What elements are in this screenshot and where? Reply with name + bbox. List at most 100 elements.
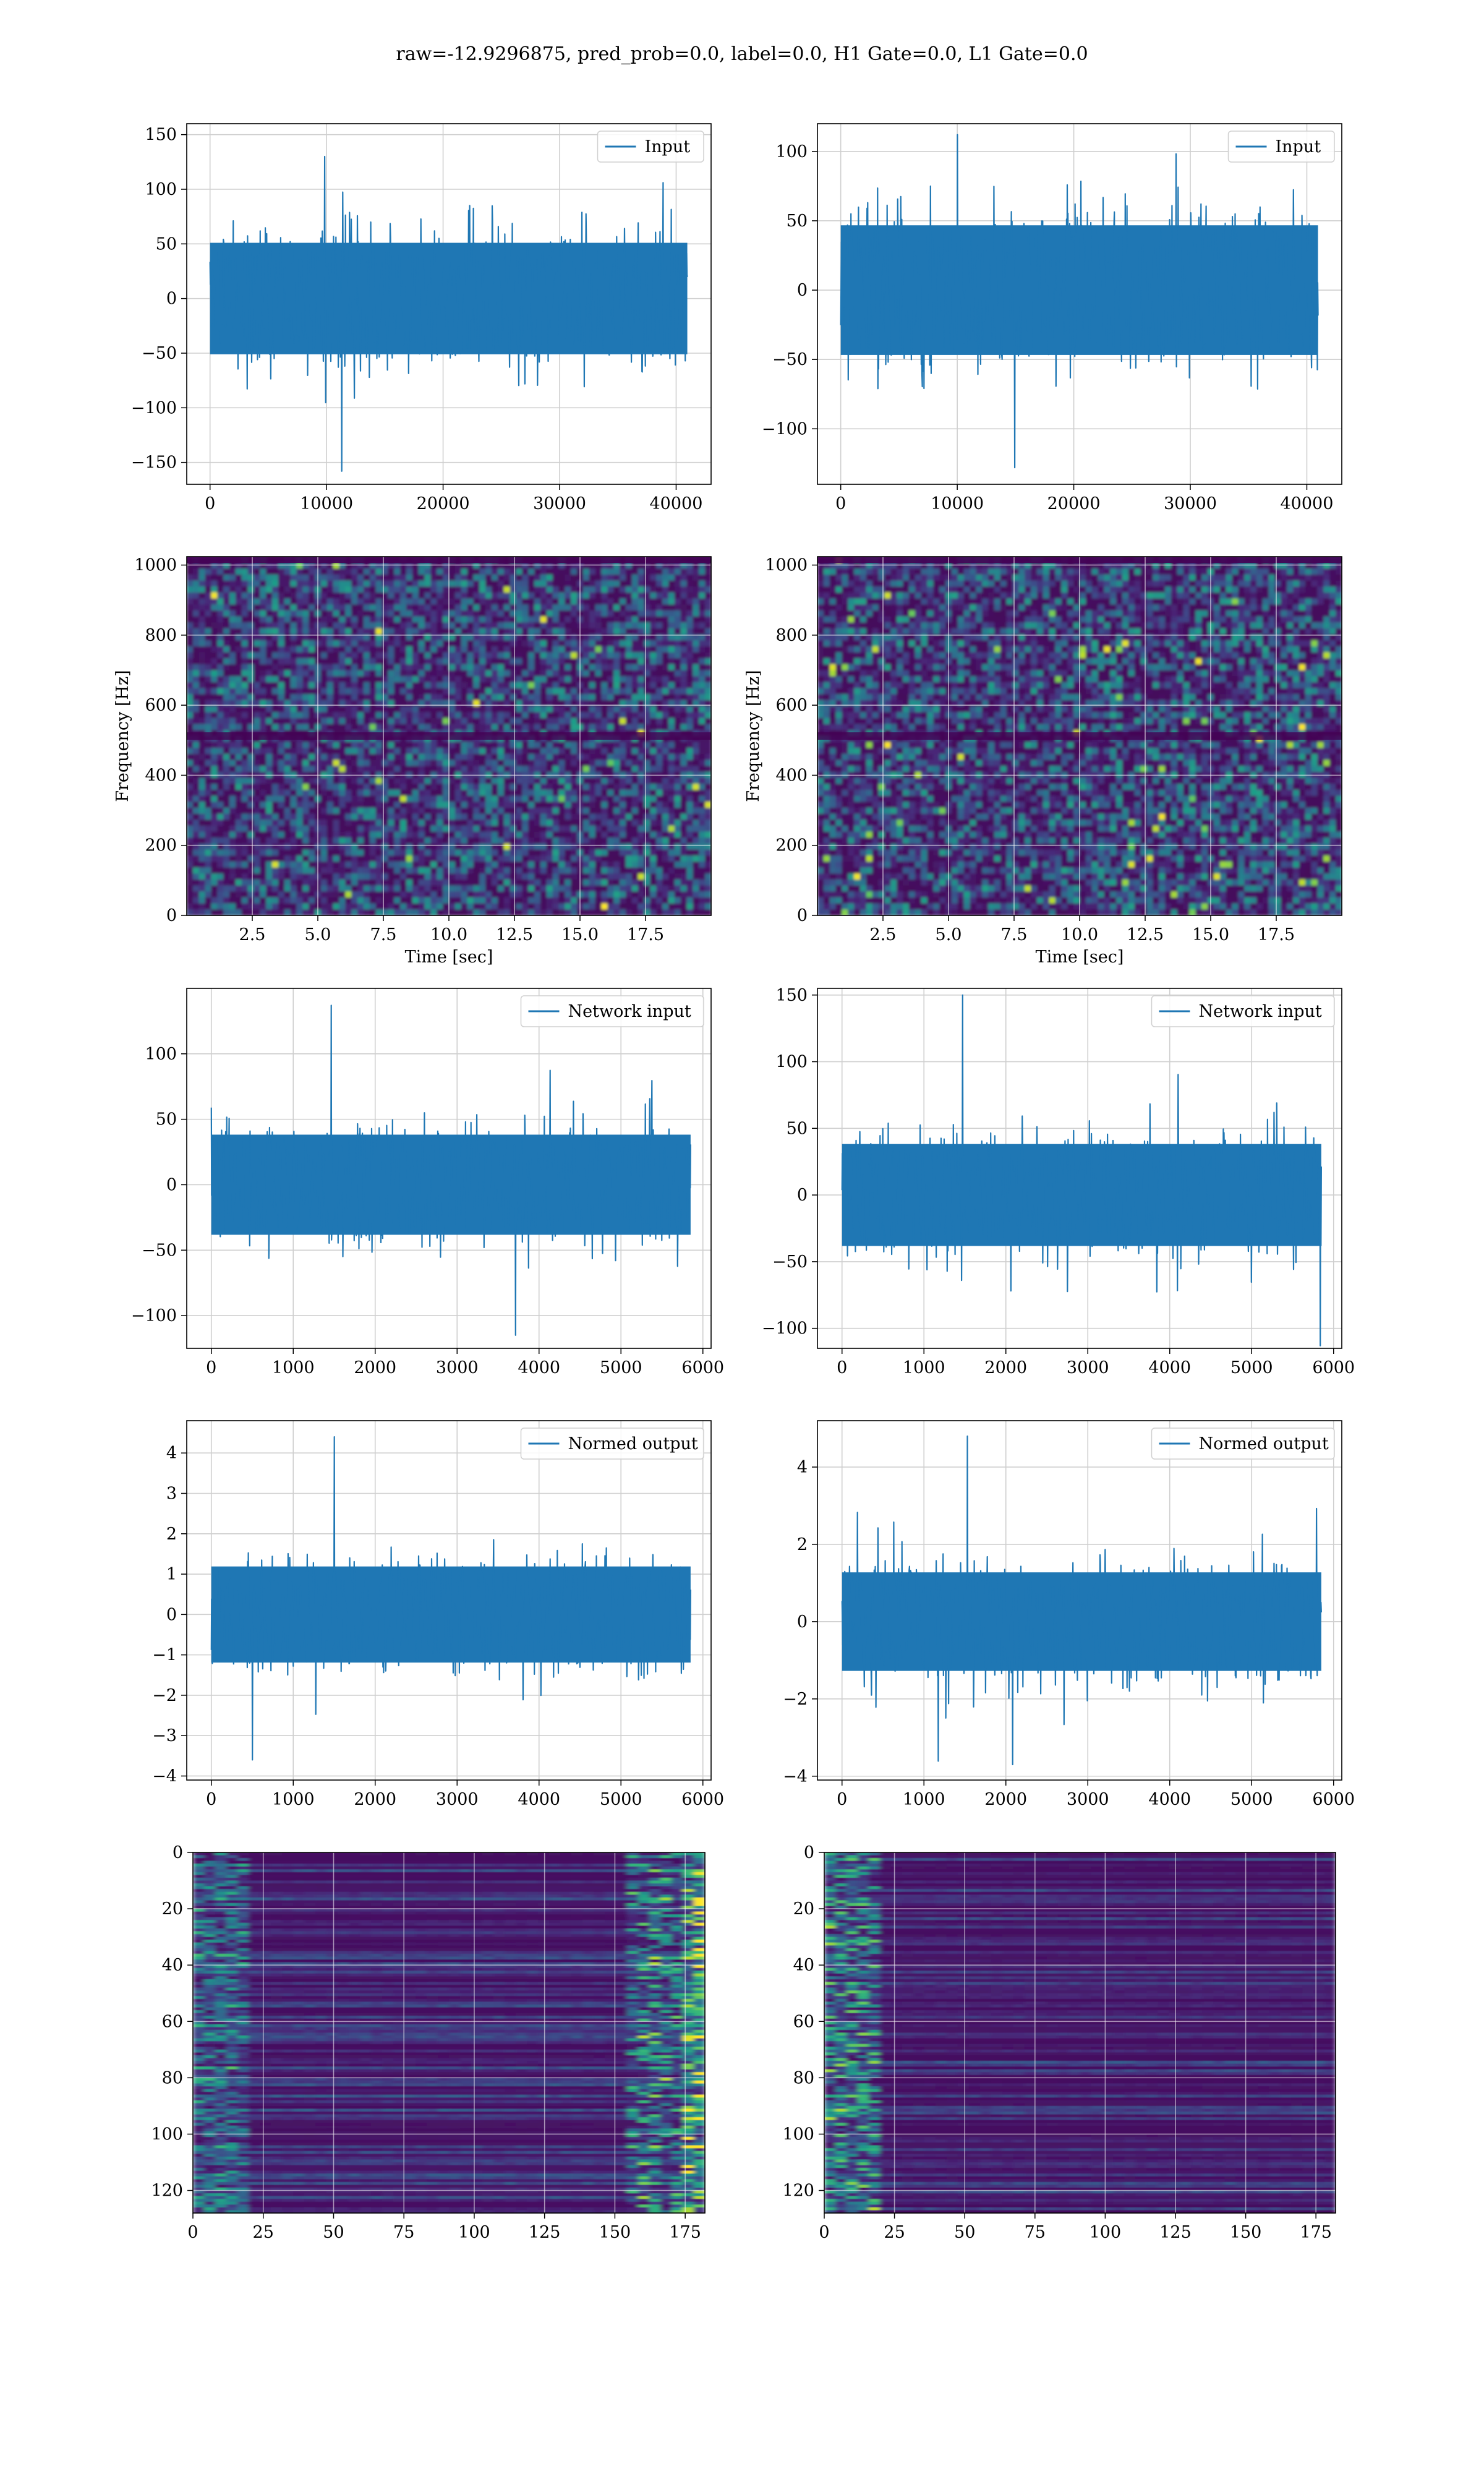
spectrogram-cell: [309, 718, 315, 725]
spectrogram-cell: [558, 694, 565, 701]
spectrogram-cell: [705, 777, 712, 784]
spectrogram-cell: [558, 826, 565, 833]
spectrogram-cell: [650, 837, 657, 844]
spectrogram-cell: [369, 604, 377, 611]
spectrogram-cell: [705, 652, 712, 659]
spectrogram-cell: [278, 867, 285, 874]
spectrogram-cell: [394, 844, 401, 850]
spectrogram-cell: [326, 610, 334, 617]
spectrogram-cell: [363, 575, 370, 581]
spectrogram-cell: [241, 808, 249, 815]
spectrogram-cell: [680, 568, 688, 575]
spectrogram-cell: [235, 658, 242, 665]
spectrogram-cell: [192, 873, 200, 880]
spectrogram-cell: [607, 862, 614, 868]
spectrogram-cell: [278, 646, 285, 653]
spectrogram-cell: [272, 586, 279, 593]
spectrogram-cell: [595, 784, 602, 790]
spectrogram-cell: [582, 826, 590, 833]
spectrogram-cell: [382, 700, 388, 707]
spectrogram-cell: [284, 568, 291, 575]
spectrogram-cell: [198, 640, 206, 647]
spectrogram-cell: [296, 826, 303, 833]
spectrogram-cell: [650, 628, 657, 635]
spectrogram-cell: [473, 742, 480, 748]
spectrogram-cell: [705, 694, 712, 701]
spectrogram-cell: [546, 610, 553, 617]
spectrogram-cell: [418, 849, 425, 856]
spectrogram-cell: [565, 616, 571, 623]
spectrogram-cell: [589, 748, 596, 755]
spectrogram-cell: [418, 664, 425, 671]
spectrogram-cell: [607, 646, 614, 653]
spectrogram-cell: [217, 808, 224, 815]
spectrogram-cell: [266, 676, 273, 683]
spectrogram-cell: [333, 855, 340, 862]
spectrogram-cell: [516, 742, 522, 748]
spectrogram-cell: [443, 664, 450, 671]
spectrogram-cell: [339, 718, 346, 725]
spectrogram-cell: [309, 802, 315, 808]
spectrogram-cell: [430, 826, 437, 833]
spectrogram-cell: [375, 885, 383, 892]
spectrogram-cell: [351, 754, 358, 761]
spectrogram-cell: [443, 634, 450, 641]
spectrogram-cell: [229, 682, 236, 689]
spectrogram-cell: [693, 616, 699, 623]
spectrogram-cell: [369, 622, 377, 629]
spectrogram-cell: [418, 622, 425, 629]
spectrogram-cell: [558, 598, 565, 605]
spectrogram-cell: [680, 652, 688, 659]
spectrogram-cell: [339, 688, 346, 695]
spectrogram-cell: [522, 891, 529, 898]
spectrogram-cell: [351, 622, 358, 629]
spectrogram-cell: [680, 760, 688, 766]
spectrogram-cell: [705, 718, 712, 725]
spectrogram-cell: [223, 688, 230, 695]
spectrogram-cell: [662, 867, 669, 874]
spectrogram-cell: [686, 820, 694, 826]
spectrogram-cell: [412, 682, 419, 689]
spectrogram-cell: [229, 604, 236, 611]
spectrogram-cell: [437, 724, 443, 730]
spectrogram-cell: [266, 682, 273, 689]
spectrogram-cell: [558, 652, 565, 659]
spectrogram-cell: [205, 718, 212, 725]
spectrogram-cell: [418, 742, 425, 748]
spectrogram-cell: [546, 646, 553, 653]
x-tick-label: 10000: [931, 494, 984, 513]
spectrogram-cell: [686, 628, 694, 635]
spectrogram-cell: [375, 598, 383, 605]
spectrogram-cell: [217, 628, 224, 635]
spectrogram-cell: [296, 682, 303, 689]
spectrogram-cell: [345, 802, 352, 808]
spectrogram-cell: [558, 604, 565, 611]
spectrogram-cell: [582, 652, 590, 659]
spectrogram-cell: [418, 706, 425, 713]
spectrogram-cell: [326, 676, 334, 683]
spectrogram-cell: [522, 766, 529, 773]
spectrogram-cell: [266, 790, 273, 797]
spectrogram-cell: [394, 820, 401, 826]
spectrogram-cell: [589, 628, 596, 635]
spectrogram-cell: [479, 844, 486, 850]
spectrogram-cell: [229, 873, 236, 880]
spectrogram-cell: [443, 802, 450, 808]
spectrogram-cell: [552, 580, 560, 587]
spectrogram-cell: [357, 784, 364, 790]
spectrogram-cell: [326, 682, 334, 689]
spectrogram-cell: [528, 593, 535, 599]
spectrogram-cell: [187, 634, 194, 641]
spectrogram-cell: [235, 897, 242, 904]
spectrogram-cell: [223, 820, 230, 826]
spectrogram-cell: [217, 873, 224, 880]
spectrogram-cell: [620, 795, 626, 802]
spectrogram-cell: [620, 873, 626, 880]
spectrogram-cell: [388, 616, 394, 623]
spectrogram-cell: [656, 575, 663, 581]
spectrogram-cell: [674, 568, 681, 575]
spectrogram-cell: [668, 616, 675, 623]
spectrogram-cell: [449, 575, 456, 581]
spectrogram-cell: [528, 837, 535, 844]
spectrogram-cell: [357, 598, 364, 605]
